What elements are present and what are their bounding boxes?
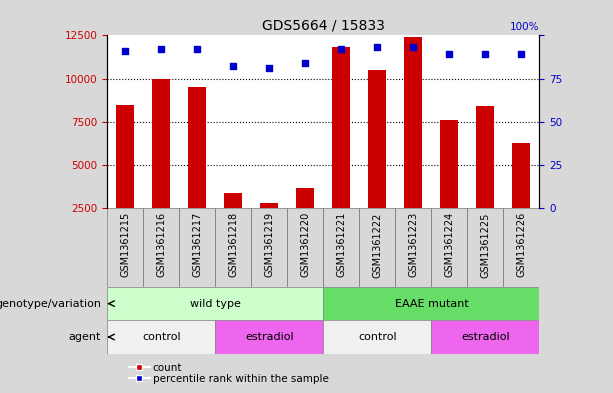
Bar [261, 203, 278, 208]
Text: GSM1361222: GSM1361222 [372, 212, 383, 277]
Text: genotype/variation: genotype/variation [0, 299, 101, 309]
Text: EAAE mutant: EAAE mutant [395, 299, 468, 309]
Title: GDS5664 / 15833: GDS5664 / 15833 [262, 19, 385, 33]
Text: GSM1361220: GSM1361220 [300, 212, 310, 277]
Text: GSM1361224: GSM1361224 [444, 212, 454, 277]
Bar [476, 106, 495, 208]
Text: GSM1361225: GSM1361225 [481, 212, 490, 277]
Bar [332, 48, 351, 208]
Bar [368, 70, 386, 208]
Text: GSM1361218: GSM1361218 [228, 212, 238, 277]
Bar [324, 208, 359, 287]
Bar [224, 193, 242, 208]
Point [229, 63, 238, 70]
Point [337, 46, 346, 52]
Bar [107, 287, 324, 320]
Text: wild type: wild type [190, 299, 241, 309]
Bar [143, 208, 180, 287]
Text: GSM1361216: GSM1361216 [156, 212, 166, 277]
Text: GSM1361219: GSM1361219 [264, 212, 275, 277]
Bar [287, 208, 324, 287]
Bar [405, 37, 422, 208]
Bar [440, 120, 459, 208]
Text: GSM1361223: GSM1361223 [408, 212, 419, 277]
Point [156, 46, 166, 52]
Bar [251, 208, 287, 287]
Text: estradiol: estradiol [461, 332, 510, 342]
Bar [503, 208, 539, 287]
Text: GSM1361215: GSM1361215 [120, 212, 131, 277]
Bar [432, 320, 539, 354]
Text: GSM1361221: GSM1361221 [337, 212, 346, 277]
Bar [324, 287, 539, 320]
Bar [215, 208, 251, 287]
Bar [152, 79, 170, 208]
Point [120, 48, 130, 54]
Text: agent: agent [69, 332, 101, 342]
Bar [512, 143, 530, 208]
Point [373, 44, 383, 51]
Bar [432, 208, 467, 287]
Bar [179, 208, 215, 287]
Point [264, 65, 274, 72]
Bar [215, 320, 324, 354]
Point [300, 60, 310, 66]
Bar [107, 320, 215, 354]
Text: 100%: 100% [510, 22, 539, 32]
Bar [359, 208, 395, 287]
Bar [188, 87, 207, 208]
Bar [324, 320, 432, 354]
Point [517, 51, 527, 57]
Point [444, 51, 454, 57]
Text: estradiol: estradiol [245, 332, 294, 342]
Point [192, 46, 202, 52]
Bar [107, 208, 143, 287]
Bar [296, 187, 314, 208]
Text: control: control [358, 332, 397, 342]
Bar [116, 105, 134, 208]
Legend: count, percentile rank within the sample: count, percentile rank within the sample [124, 358, 333, 388]
Text: GSM1361226: GSM1361226 [516, 212, 527, 277]
Text: GSM1361217: GSM1361217 [192, 212, 202, 277]
Point [481, 51, 490, 57]
Bar [395, 208, 432, 287]
Point [408, 44, 418, 51]
Bar [468, 208, 503, 287]
Text: control: control [142, 332, 181, 342]
